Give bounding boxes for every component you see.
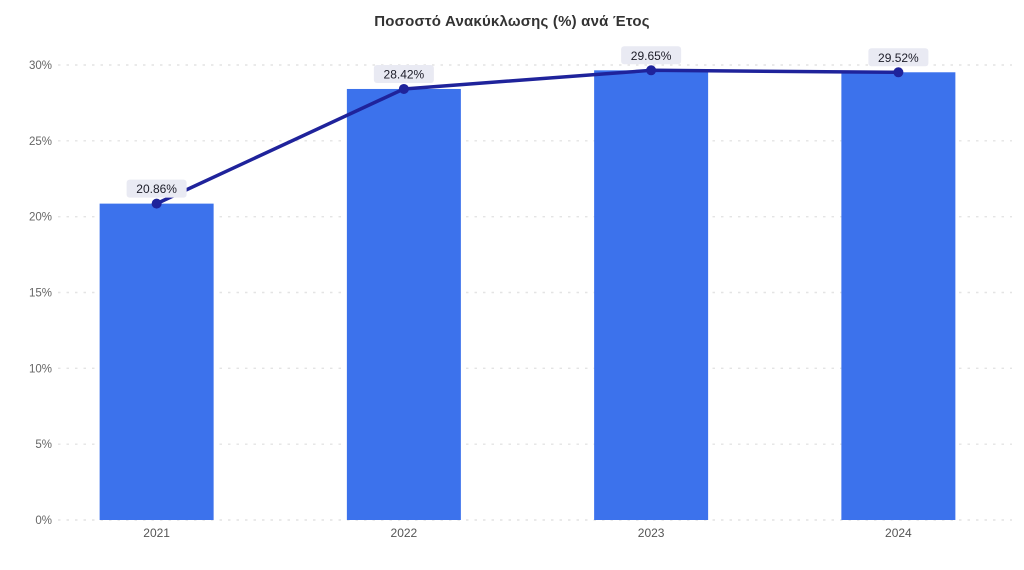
trend-line xyxy=(154,68,901,206)
data-label: 29.65% xyxy=(631,49,672,63)
bar-2023[interactable] xyxy=(594,70,709,520)
x-tick-label: 2021 xyxy=(143,526,170,540)
data-point-2022[interactable] xyxy=(398,83,409,94)
data-point-2024[interactable] xyxy=(893,67,904,78)
x-tick-label: 2024 xyxy=(885,526,912,540)
bar-2021[interactable] xyxy=(99,203,214,520)
data-label-badge xyxy=(621,46,682,65)
y-tick-label: 20% xyxy=(29,212,52,224)
y-tick-label: 30% xyxy=(29,60,52,72)
data-label-badge xyxy=(868,48,929,67)
y-tick-label: 25% xyxy=(29,136,52,148)
data-point-2023[interactable] xyxy=(646,65,657,76)
bar-2022[interactable] xyxy=(346,88,461,521)
x-tick-label: 2022 xyxy=(391,526,418,540)
y-tick-label: 15% xyxy=(29,288,52,300)
data-label-badge xyxy=(126,179,187,198)
data-label: 29.52% xyxy=(878,51,919,65)
bar-2024[interactable] xyxy=(841,72,956,520)
data-label: 28.42% xyxy=(384,67,425,81)
y-tick-label: 5% xyxy=(35,439,52,451)
y-tick-label: 0% xyxy=(35,515,52,527)
data-label: 20.86% xyxy=(136,182,177,196)
data-label-badge xyxy=(373,64,434,83)
chart-title: Ποσοστό Ανακύκλωσης (%) ανά Έτος xyxy=(374,13,650,30)
x-tick-label: 2023 xyxy=(638,526,665,540)
data-point-2021[interactable] xyxy=(151,198,162,209)
y-tick-label: 10% xyxy=(29,363,52,375)
